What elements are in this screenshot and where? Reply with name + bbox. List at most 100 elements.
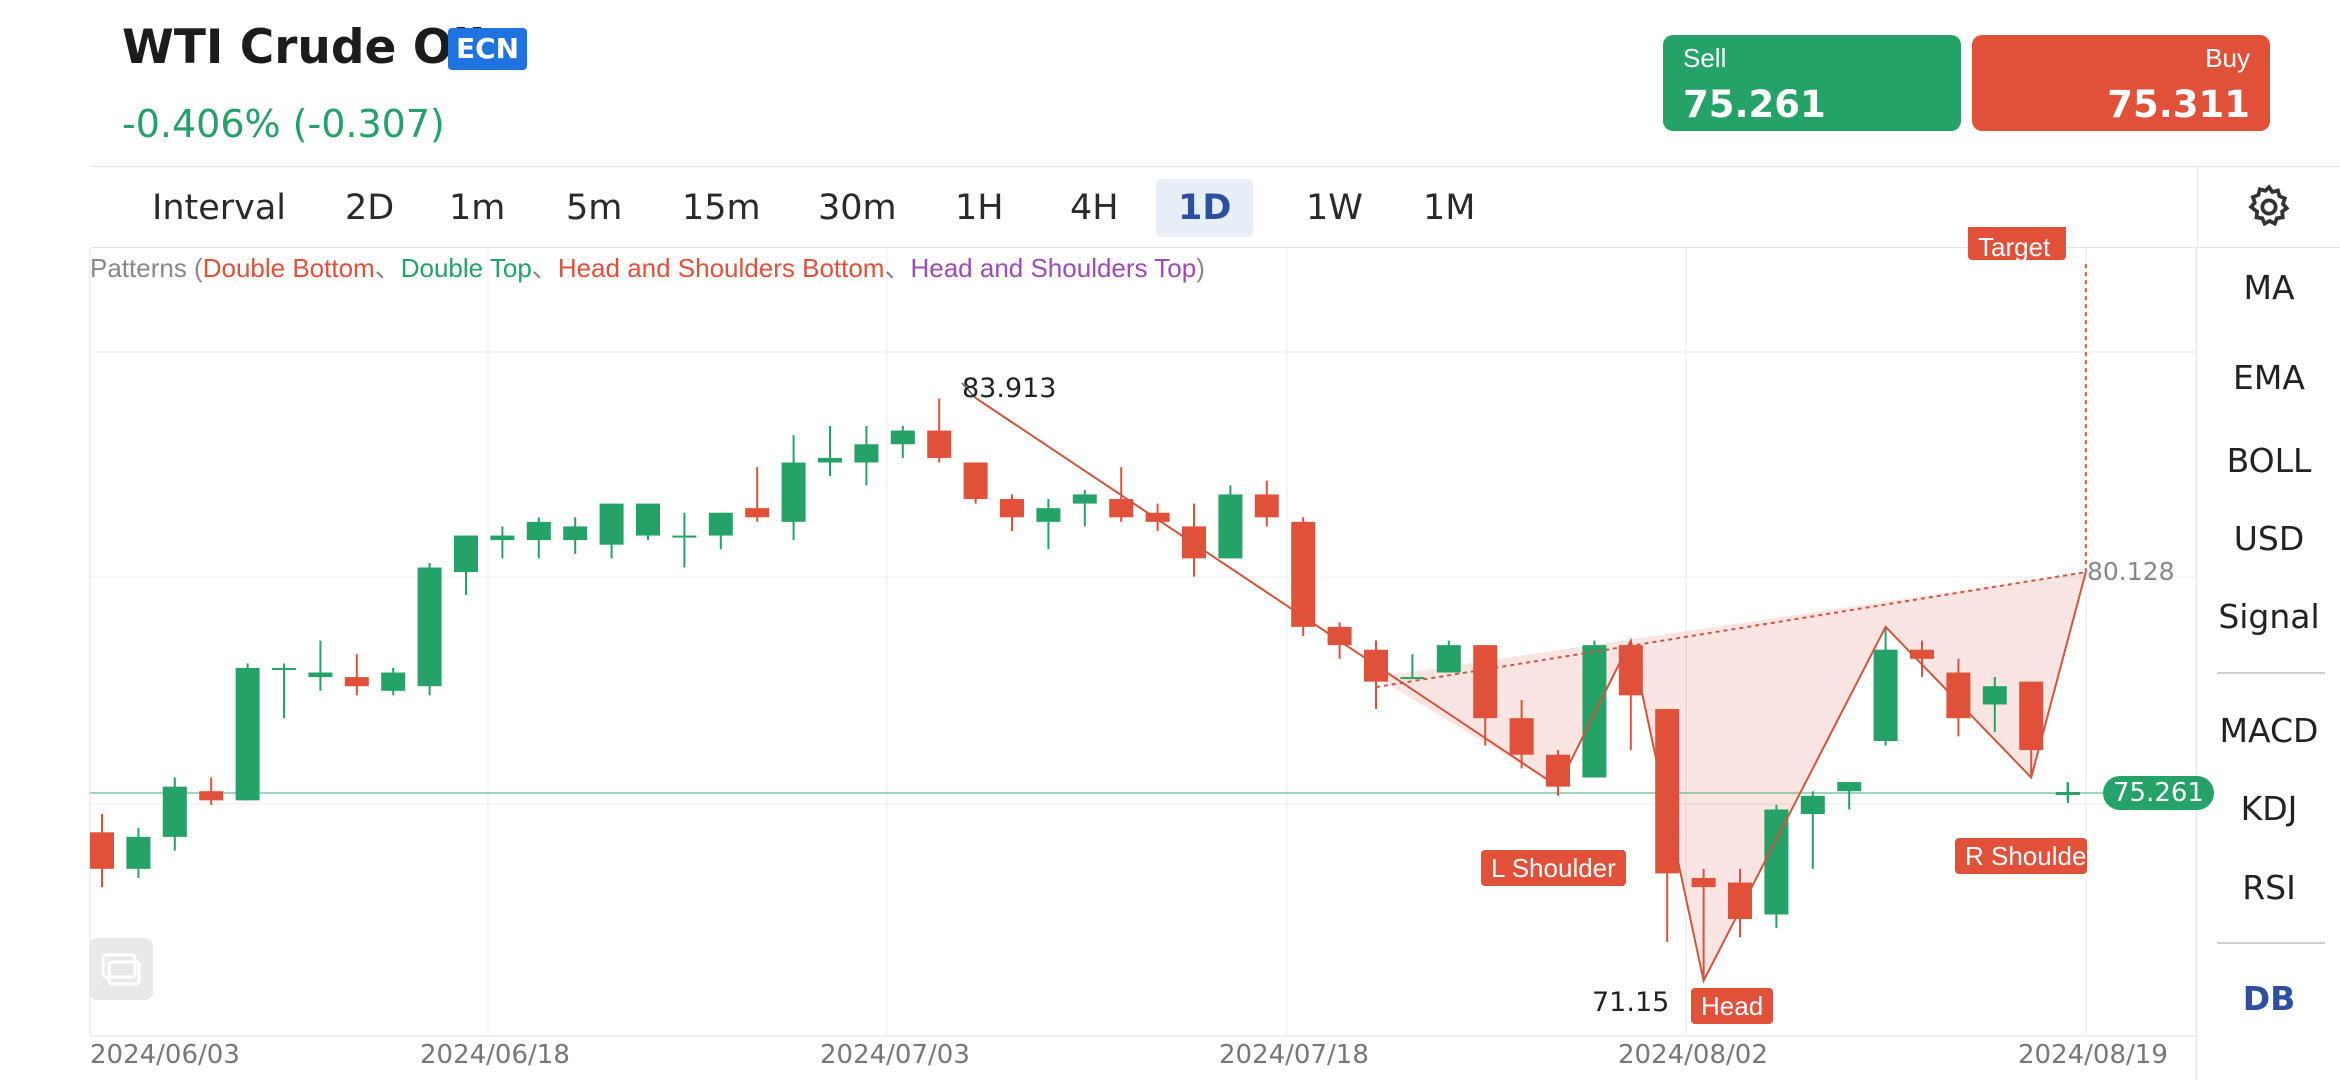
- candle-body: [672, 535, 697, 538]
- candle-body: [854, 444, 879, 463]
- candle-body: [890, 430, 915, 445]
- candle-body: [490, 535, 515, 541]
- candle-body: [1473, 645, 1498, 719]
- high-price-label: 83.913: [962, 373, 1057, 404]
- x-tick-label: 2024/06/18: [420, 1040, 570, 1070]
- pattern-double-bottom: Double Bottom: [202, 253, 375, 283]
- instrument-title: WTI Crude Oil: [122, 20, 485, 75]
- candle-body: [344, 677, 369, 687]
- tab-1h[interactable]: 1H: [955, 188, 1004, 228]
- interval-label: Interval: [152, 188, 287, 228]
- tab-1m[interactable]: 1m: [449, 188, 506, 228]
- candle-body: [454, 535, 478, 573]
- tab-5m[interactable]: 5m: [566, 188, 623, 228]
- candle-body: [2019, 681, 2044, 751]
- candle-body: [1218, 494, 1243, 559]
- candle-body: [1618, 645, 1643, 696]
- pattern-double-top: Double Top: [400, 253, 532, 283]
- candlestick-chart[interactable]: [0, 248, 2196, 1080]
- candle-body: [235, 667, 260, 801]
- l-shoulder-tag: L Shoulder: [1481, 850, 1626, 886]
- sell-button[interactable]: Sell 75.261: [1663, 35, 1961, 131]
- candle-body: [563, 526, 588, 541]
- candle-body: [1436, 645, 1461, 673]
- candle-body: [199, 791, 224, 801]
- high-marker-line: [961, 382, 977, 399]
- candle-body: [272, 667, 296, 670]
- patterns-suffix: ): [1196, 253, 1205, 283]
- candle-body: [1036, 508, 1061, 522]
- pattern-line: [975, 397, 2087, 984]
- price-change: -0.406% (-0.307): [122, 102, 445, 146]
- candle-body: [1582, 645, 1607, 778]
- candle-body: [1000, 499, 1024, 518]
- target-tag: Target: [1968, 227, 2066, 260]
- tab-1d[interactable]: 1D: [1156, 179, 1254, 237]
- current-price-tag: 75.261: [2103, 776, 2214, 810]
- candle-body: [1982, 686, 2007, 705]
- candle-body: [1291, 521, 1316, 627]
- indicator-rsi[interactable]: RSI: [2242, 868, 2296, 907]
- buy-price: 75.311: [2107, 83, 2250, 126]
- candle-body: [162, 786, 187, 837]
- sell-label: Sell: [1683, 43, 1727, 73]
- tab-2d[interactable]: 2D: [345, 188, 395, 228]
- candle-body: [1873, 649, 1898, 741]
- indicator-signal[interactable]: Signal: [2218, 597, 2320, 636]
- pattern-hs-bottom: Head and Shoulders Bottom: [557, 253, 885, 283]
- candle-body: [1728, 882, 1752, 920]
- candle-body: [417, 567, 442, 687]
- gear-icon: [2248, 184, 2290, 227]
- r-shoulder-tag: R Shoulder: [1955, 838, 2087, 874]
- candle-body: [526, 521, 551, 541]
- panel-divider: [2217, 672, 2325, 674]
- candle-body: [1910, 649, 1934, 659]
- tab-30m[interactable]: 30m: [818, 188, 897, 228]
- candle-body: [90, 832, 114, 869]
- candle-body: [708, 512, 733, 536]
- candle-body: [599, 503, 624, 545]
- candle-body: [1182, 526, 1206, 559]
- indicator-usd[interactable]: USD: [2233, 519, 2305, 558]
- candle-body: [1254, 494, 1279, 518]
- tab-15m[interactable]: 15m: [682, 188, 761, 228]
- interval-bar: Interval 2D 1m 5m 15m 30m 1H 4H 1D 1W 1M: [90, 166, 2340, 248]
- reset-view-icon: [101, 953, 141, 986]
- indicator-boll[interactable]: BOLL: [2226, 441, 2312, 480]
- x-tick-label: 2024/06/03: [90, 1040, 240, 1070]
- panel-divider: [2217, 942, 2325, 944]
- sell-price: 75.261: [1683, 83, 1826, 126]
- buy-label: Buy: [2205, 43, 2250, 73]
- instrument-header: WTI Crude Oil ECN -0.406% (-0.307) Sell …: [0, 0, 2340, 166]
- tab-1mo[interactable]: 1M: [1423, 188, 1476, 228]
- candle-body: [636, 503, 660, 536]
- indicator-ma[interactable]: MA: [2243, 268, 2295, 307]
- candle-body: [308, 672, 333, 678]
- candle-body: [781, 462, 806, 522]
- indicator-db[interactable]: DB: [2242, 979, 2296, 1018]
- candle-body: [1109, 499, 1134, 518]
- indicator-kdj[interactable]: KDJ: [2240, 789, 2298, 828]
- pattern-area: [1376, 572, 2086, 981]
- buy-button[interactable]: Buy 75.311: [1972, 35, 2270, 131]
- candle-body: [1837, 782, 1862, 792]
- candle-body: [745, 508, 770, 518]
- indicator-panel: MA EMA BOLL USD Signal MACD KDJ RSI DB: [2196, 248, 2340, 1080]
- x-tick-label: 2024/08/19: [2018, 1040, 2168, 1070]
- indicator-macd[interactable]: MACD: [2219, 711, 2319, 750]
- pattern-hs-top: Head and Shoulders Top: [910, 253, 1197, 283]
- reset-view-button[interactable]: [89, 938, 153, 1000]
- x-tick-label: 2024/08/02: [1618, 1040, 1768, 1070]
- neckline-price-label: 80.128: [2087, 557, 2175, 586]
- tab-4h[interactable]: 4H: [1070, 188, 1119, 228]
- settings-button[interactable]: [2197, 166, 2340, 248]
- candle-body: [1691, 877, 1716, 888]
- indicator-ema[interactable]: EMA: [2233, 358, 2305, 397]
- ecn-badge: ECN: [448, 28, 528, 70]
- candle-body: [1145, 512, 1170, 522]
- tab-1w[interactable]: 1W: [1306, 188, 1363, 228]
- x-tick-label: 2024/07/18: [1219, 1040, 1369, 1070]
- candle-body: [1072, 494, 1097, 504]
- candle-body: [818, 457, 842, 463]
- patterns-prefix: Patterns (: [90, 253, 203, 283]
